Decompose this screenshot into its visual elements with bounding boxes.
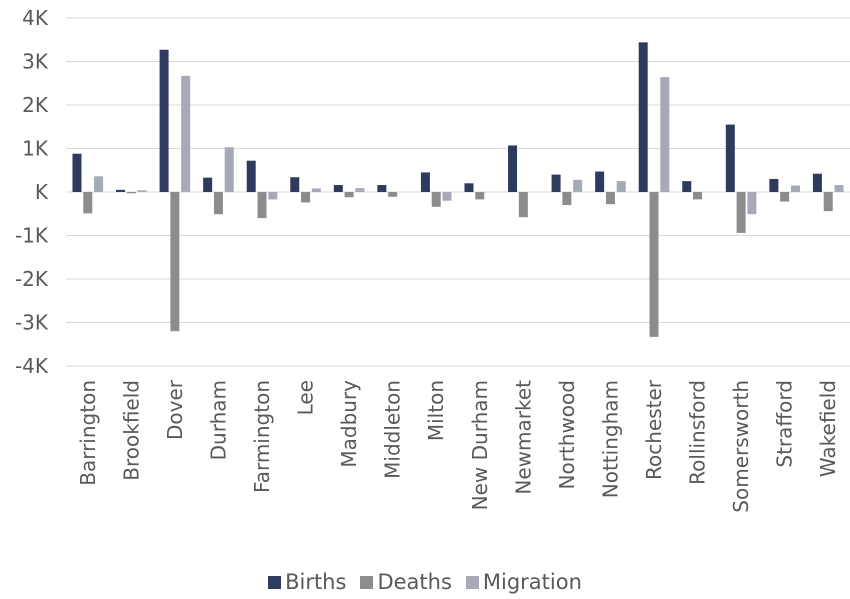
bars (72, 42, 844, 337)
bar-deaths-nottingham (605, 192, 615, 205)
legend-item-migration: Migration (465, 570, 582, 594)
bar-births-milton (420, 172, 430, 192)
x-axis-category-labels: Barrington Brookfield Dover Durham Farmingto… (76, 379, 840, 512)
bar-deaths-brookfield (126, 192, 136, 194)
bar-migration-brookfield (137, 190, 147, 192)
bar-migration-wakefield (834, 185, 844, 192)
bar-migration-nottingham (616, 181, 626, 192)
y-tick-label: 2K (22, 93, 49, 117)
bar-migration-somersworth (747, 192, 757, 215)
bar-migration-barrington (94, 176, 104, 192)
x-category-label: Durham (206, 380, 230, 460)
bar-migration-northwood (573, 179, 583, 192)
x-category-label: Rochester (642, 379, 666, 480)
bar-births-new-durham (464, 183, 474, 192)
legend-label-migration: Migration (482, 570, 582, 594)
bar-births-lee (290, 177, 300, 192)
bar-deaths-rochester (649, 192, 659, 337)
bar-deaths-strafford (780, 192, 790, 202)
x-category-label: Barrington (76, 380, 100, 486)
bar-deaths-farmington (257, 192, 267, 219)
bar-migration-lee (311, 188, 321, 192)
x-category-label: Milton (424, 380, 448, 441)
legend-label-deaths: Deaths (377, 570, 452, 594)
y-tick-label: -2K (15, 267, 49, 291)
y-tick-label: -3K (15, 311, 49, 335)
legend-item-births: Births (268, 570, 346, 594)
x-category-label: Madbury (337, 380, 361, 468)
bar-deaths-middleton (388, 192, 398, 197)
x-category-label: Rollinsford (686, 380, 710, 485)
x-category-label: Brookfield (119, 380, 143, 481)
bar-births-farmington (246, 160, 256, 192)
bar-births-barrington (72, 153, 82, 192)
x-category-label: Middleton (381, 380, 405, 479)
x-category-label: Northwood (555, 380, 579, 489)
bar-deaths-wakefield (823, 192, 833, 212)
bar-deaths-northwood (562, 192, 572, 206)
legend-swatch-deaths (360, 575, 374, 589)
bar-births-rollinsford (682, 181, 692, 192)
bar-births-nottingham (595, 171, 605, 192)
x-category-label: Nottingham (598, 380, 622, 498)
y-axis-tick-labels: 4K 3K 2K 1K K -1K -2K -3K -4K (15, 6, 49, 378)
legend-label-births: Births (285, 570, 347, 594)
bar-deaths-dover (170, 192, 180, 332)
x-category-label: New Durham (468, 380, 492, 510)
y-tick-label: 1K (22, 137, 49, 161)
bar-births-somersworth (725, 124, 735, 192)
bar-births-strafford (769, 178, 779, 192)
gridlines (66, 17, 850, 367)
bar-births-dover (159, 49, 169, 192)
bar-migration-dover (181, 75, 191, 192)
bar-migration-durham (224, 147, 234, 192)
bar-deaths-newmarket (518, 192, 528, 218)
bar-births-wakefield (812, 173, 822, 192)
bar-migration-rochester (660, 77, 670, 192)
x-category-label: Somersworth (729, 380, 753, 513)
bar-deaths-lee (301, 192, 311, 203)
bar-migration-milton (442, 192, 452, 201)
y-tick-label: -4K (15, 354, 49, 378)
x-category-label: Wakefield (816, 380, 840, 477)
x-category-label: Lee (294, 380, 318, 415)
y-tick-label: K (35, 180, 49, 204)
bar-deaths-rollinsford (693, 192, 703, 200)
legend-swatch-migration (465, 575, 479, 589)
bar-births-newmarket (508, 145, 518, 192)
legend-swatch-births (268, 575, 282, 589)
bar-deaths-durham (213, 192, 223, 215)
bar-deaths-barrington (83, 192, 93, 214)
bar-migration-farmington (268, 192, 278, 200)
bar-deaths-new-durham (475, 192, 485, 200)
bar-deaths-milton (431, 192, 441, 207)
x-category-label: Strafford (773, 380, 797, 468)
legend: Births Deaths Migration (0, 570, 850, 594)
bar-migration-madbury (355, 188, 365, 192)
y-tick-label: 3K (22, 50, 49, 74)
bar-births-madbury (333, 185, 343, 192)
bar-births-northwood (551, 174, 561, 192)
x-category-label: Newmarket (511, 380, 535, 495)
bar-deaths-madbury (344, 192, 354, 198)
x-category-label: Farmington (250, 380, 274, 493)
bar-births-brookfield (116, 189, 126, 192)
bar-births-rochester (638, 42, 648, 192)
bar-migration-strafford (790, 185, 800, 192)
y-tick-label: 4K (22, 6, 49, 30)
bar-deaths-somersworth (736, 192, 746, 233)
x-category-label: Dover (163, 379, 187, 440)
bar-births-durham (203, 177, 213, 192)
y-tick-label: -1K (15, 224, 49, 248)
bar-births-middleton (377, 185, 387, 192)
legend-item-deaths: Deaths (360, 570, 452, 594)
